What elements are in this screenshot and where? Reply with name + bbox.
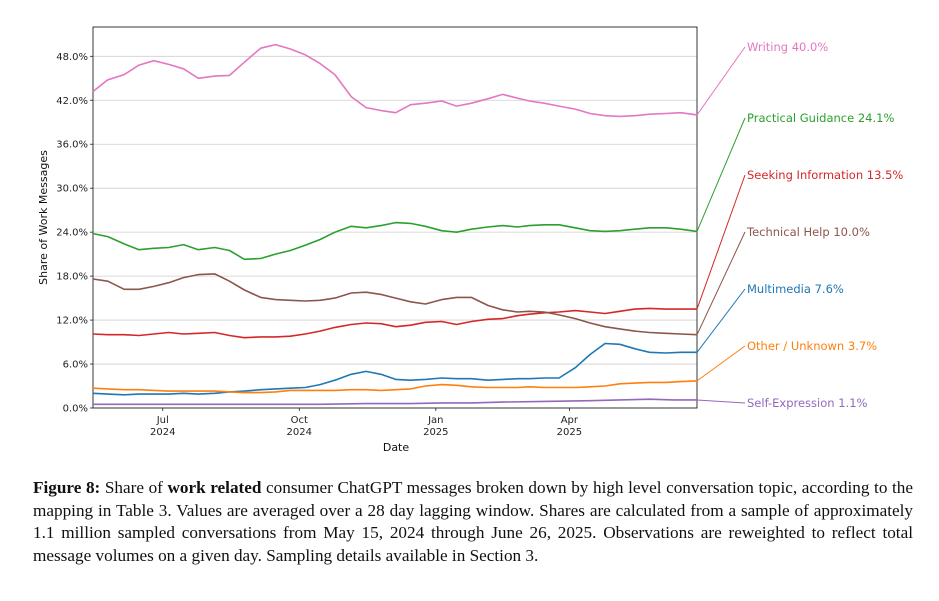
series-end-label-writing: Writing 40.0%: [747, 40, 828, 54]
series-leader-writing: [696, 46, 746, 116]
series-leader-other-unknown: [696, 345, 746, 382]
caption-bold-term: work related: [167, 478, 262, 497]
series-end-label-seeking-information: Seeking Information 13.5%: [747, 168, 903, 182]
figure-caption: Figure 8: Share of work related consumer…: [33, 477, 913, 567]
series-end-label-technical-help: Technical Help 10.0%: [746, 225, 870, 239]
caption-label: Figure 8:: [33, 478, 101, 497]
series-end-value: 40.0%: [792, 40, 829, 54]
series-end-label-practical-guidance: Practical Guidance 24.1%: [747, 111, 894, 125]
y-tick-label: 6.0%: [63, 360, 88, 371]
series-name: Multimedia: [747, 282, 815, 296]
y-tick-label: 18.0%: [56, 272, 88, 283]
x-tick-month: Jan: [427, 415, 443, 426]
x-tick-month: Apr: [561, 415, 579, 426]
x-tick-month: Jul: [156, 415, 169, 426]
y-tick-label: 48.0%: [56, 52, 88, 63]
y-tick-label: 36.0%: [56, 140, 88, 151]
series-name: Practical Guidance: [747, 111, 858, 125]
series-end-label-other-unknown: Other / Unknown 3.7%: [747, 339, 877, 353]
y-tick-label: 12.0%: [56, 316, 88, 327]
series-line-self-expression: [93, 398, 697, 406]
series-name: Self-Expression: [747, 396, 838, 410]
y-tick-label: 30.0%: [56, 184, 88, 195]
plot-frame: [92, 26, 698, 409]
series-leader-multimedia: [696, 288, 746, 353]
y-tick-label: 24.0%: [56, 228, 88, 239]
series-line-practical-guidance: [92, 221, 698, 261]
y-axis-title: Share of Work Messages: [37, 150, 50, 285]
series-name: Technical Help: [746, 225, 833, 239]
series-end-value: 10.0%: [833, 225, 870, 239]
series-leader-practical-guidance: [696, 117, 746, 232]
x-axis-title: Date: [383, 441, 410, 454]
x-tick-year: 2025: [423, 427, 448, 438]
y-tick-label: 42.0%: [56, 96, 88, 107]
series-end-value: 13.5%: [867, 168, 904, 182]
x-tick-month: Oct: [291, 415, 308, 426]
plot-area: [93, 27, 697, 408]
series-name: Other / Unknown: [747, 339, 848, 353]
series-end-value: 1.1%: [838, 396, 867, 410]
series-name: Seeking Information: [747, 168, 867, 182]
series-line-writing: [92, 43, 698, 118]
series-line-technical-help: [92, 273, 698, 336]
series-leader-seeking-information: [696, 174, 746, 310]
series-end-value: 3.7%: [848, 339, 877, 353]
caption-text-rest: consumer ChatGPT messages broken down by…: [33, 478, 914, 565]
x-tick-year: 2024: [150, 427, 175, 438]
series-end-label-multimedia: Multimedia 7.6%: [747, 282, 844, 296]
x-tick-year: 2025: [557, 427, 582, 438]
series-line-other-unknown: [92, 380, 698, 394]
series-leader-self-expression: [696, 399, 746, 404]
y-tick-label: 0.0%: [63, 404, 88, 415]
series-end-value: 7.6%: [815, 282, 844, 296]
x-tick-year: 2024: [287, 427, 312, 438]
series-name: Writing: [747, 40, 792, 54]
line-chart: 0.0% 6.0% 12.0% 18.0% 24.0% 30.0% 36.0% 42.0% 48…: [37, 26, 903, 454]
series-line-multimedia: [92, 342, 697, 396]
series-line-seeking-information: [92, 307, 697, 339]
chart-figure: 0.0% 6.0% 12.0% 18.0% 24.0% 30.0% 36.0% 42.0% 48…: [37, 26, 903, 454]
caption-text-start: Share of: [100, 478, 168, 497]
series-end-value: 24.1%: [858, 111, 895, 125]
series-leader-technical-help: [696, 231, 746, 335]
series-end-label-self-expression: Self-Expression 1.1%: [747, 396, 868, 410]
